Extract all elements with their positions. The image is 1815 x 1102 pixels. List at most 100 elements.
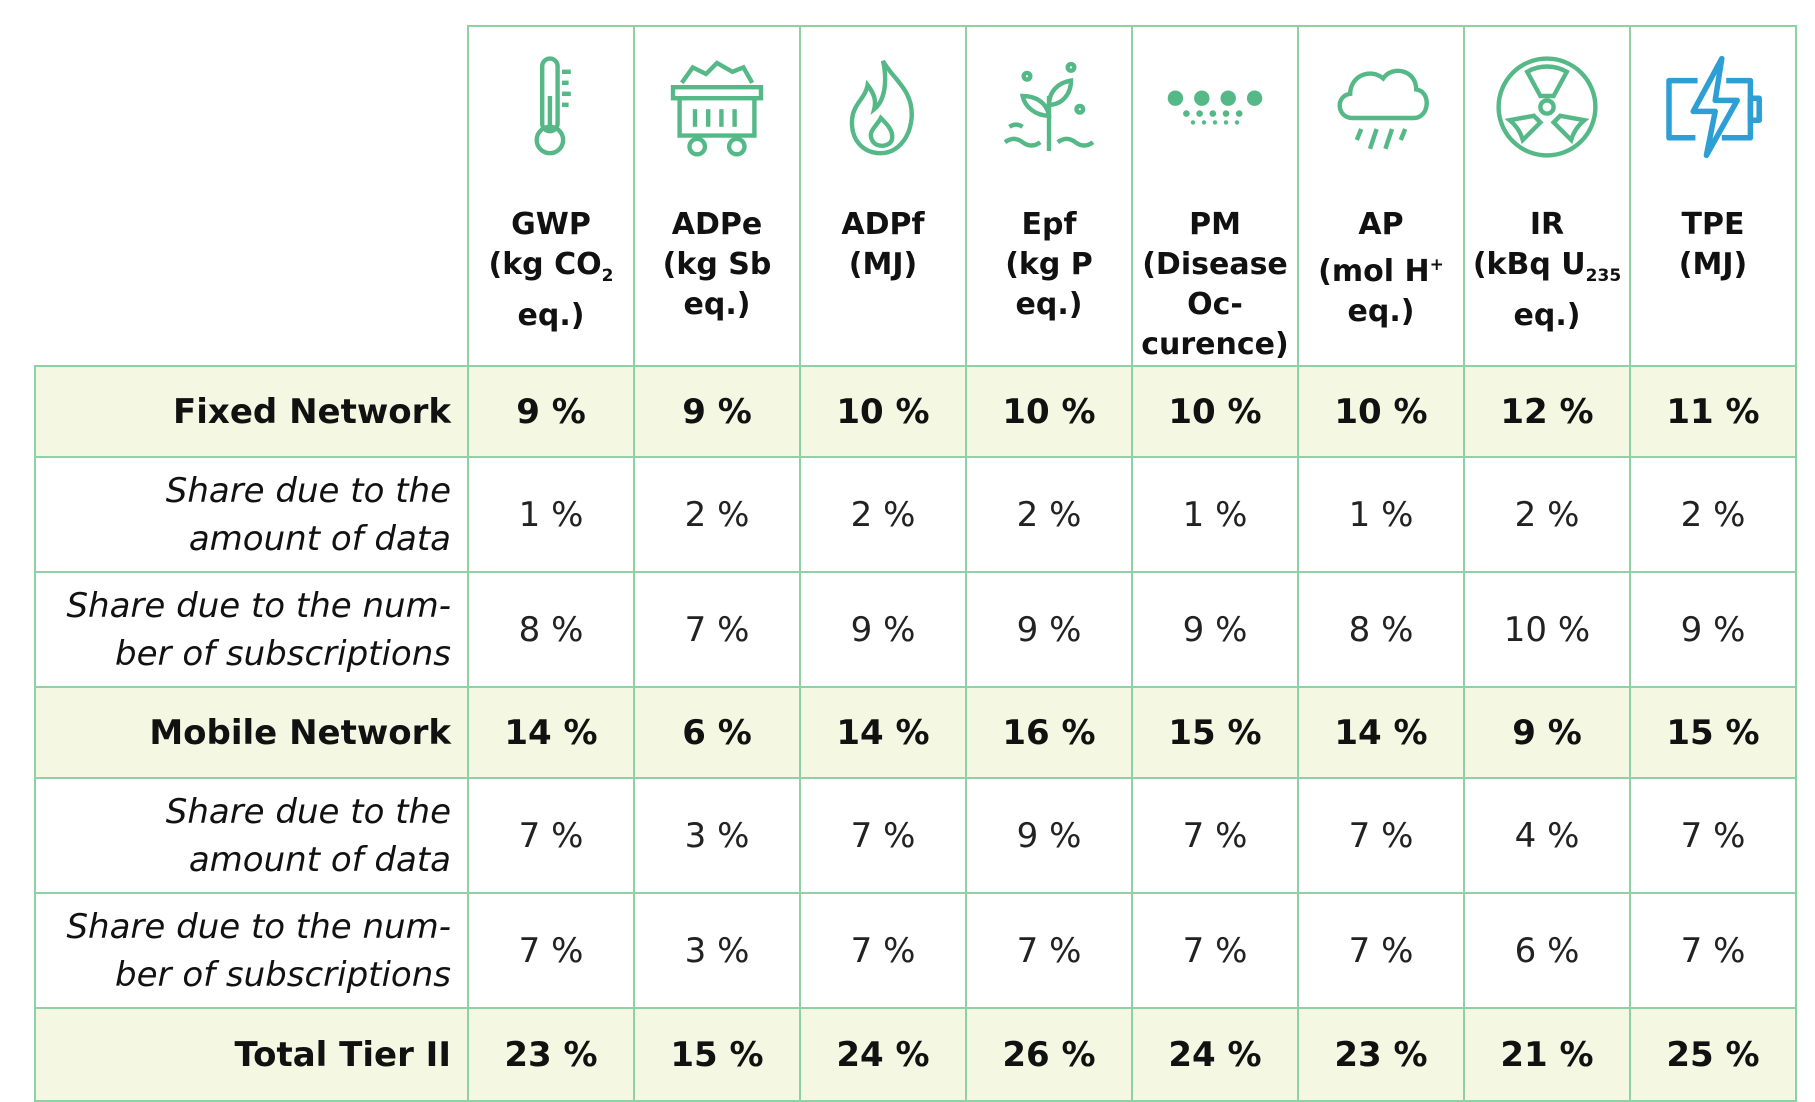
header-unit: (mol H+ eq.)	[1318, 254, 1444, 329]
value-cell: 9 %	[467, 365, 635, 458]
value-cell: 7 %	[799, 892, 967, 1009]
row-label: Share due to the num-ber of subscription…	[34, 571, 469, 688]
value-cell: 2 %	[799, 456, 967, 573]
value-cell: 24 %	[799, 1007, 967, 1102]
value-cell: 10 %	[1297, 365, 1465, 458]
value-cell: 6 %	[633, 686, 801, 779]
row-label: Share due to the amount of data	[34, 777, 469, 894]
plant-water-icon	[967, 47, 1131, 167]
value-cell: 24 %	[1131, 1007, 1299, 1102]
value-cell: 9 %	[1463, 686, 1631, 779]
value-cell: 2 %	[1629, 456, 1797, 573]
value-cell: 7 %	[965, 892, 1133, 1009]
table-row: Share due to the num-ber of subscription…	[34, 571, 1797, 688]
flame-icon	[801, 47, 965, 167]
value-cell: 8 %	[1297, 571, 1465, 688]
header-name: AP	[1358, 207, 1404, 242]
value-cell: 9 %	[633, 365, 801, 458]
value-cell: 7 %	[799, 777, 967, 894]
header-name: ADPf	[841, 207, 925, 242]
value-cell: 26 %	[965, 1007, 1133, 1102]
value-cell: 9 %	[1131, 571, 1299, 688]
value-cell: 11 %	[1629, 365, 1797, 458]
table-row: Fixed Network 9 % 9 % 10 % 10 % 10 % 10 % 12 % 1…	[34, 365, 1797, 458]
value-cell: 15 %	[1629, 686, 1797, 779]
header-unit: (kg CO2 eq.)	[488, 247, 614, 333]
value-cell: 3 %	[633, 777, 801, 894]
battery-bolt-icon	[1631, 47, 1795, 167]
value-cell: 7 %	[1131, 777, 1299, 894]
value-cell: 1 %	[467, 456, 635, 573]
header-unit: (kBq U235 eq.)	[1472, 247, 1622, 333]
value-cell: 7 %	[1297, 777, 1465, 894]
value-cell: 9 %	[965, 571, 1133, 688]
header-name: GWP	[511, 207, 591, 242]
value-cell: 1 %	[1131, 456, 1299, 573]
header-pm: PM (Disease Oc-curence)	[1131, 25, 1299, 367]
value-cell: 14 %	[799, 686, 967, 779]
value-cell: 10 %	[799, 365, 967, 458]
value-cell: 7 %	[1629, 777, 1797, 894]
value-cell: 8 %	[467, 571, 635, 688]
header-name: TPE	[1681, 207, 1745, 242]
thermometer-icon	[469, 47, 633, 167]
value-cell: 9 %	[965, 777, 1133, 894]
value-cell: 2 %	[633, 456, 801, 573]
header-unit: (kg Sb eq.)	[662, 247, 772, 322]
header-name: ADPe	[671, 207, 763, 242]
value-cell: 4 %	[1463, 777, 1631, 894]
header-name: Epf	[1021, 207, 1077, 242]
value-cell: 15 %	[1131, 686, 1299, 779]
value-cell: 7 %	[1297, 892, 1465, 1009]
header-adpf: ADPf (MJ)	[799, 25, 967, 367]
value-cell: 2 %	[1463, 456, 1631, 573]
rain-cloud-icon	[1299, 47, 1463, 167]
value-cell: 2 %	[965, 456, 1133, 573]
radiation-icon	[1465, 47, 1629, 167]
value-cell: 15 %	[633, 1007, 801, 1102]
value-cell: 7 %	[467, 892, 635, 1009]
row-label: Share due to the amount of data	[34, 456, 469, 573]
value-cell: 7 %	[1131, 892, 1299, 1009]
table-row: Share due to the num-ber of subscription…	[34, 892, 1797, 1009]
table-row: Share due to the amount of data 7 % 3 % 7 %…	[34, 777, 1797, 894]
value-cell: 9 %	[1629, 571, 1797, 688]
table-row: Share due to the amount of data 1 % 2 % 2 %…	[34, 456, 1797, 573]
mine-cart-icon	[635, 47, 799, 167]
value-cell: 23 %	[467, 1007, 635, 1102]
value-cell: 7 %	[633, 571, 801, 688]
impact-table: GWP (kg CO2 eq.) ADPe (kg Sb eq.) ADPf (MJ) Ep…	[34, 25, 1797, 1102]
value-cell: 21 %	[1463, 1007, 1631, 1102]
value-cell: 7 %	[1629, 892, 1797, 1009]
header-unit: (MJ)	[848, 247, 918, 282]
value-cell: 16 %	[965, 686, 1133, 779]
header-adpe: ADPe (kg Sb eq.)	[633, 25, 801, 367]
header-epf: Epf (kg P eq.)	[965, 25, 1133, 367]
value-cell: 14 %	[1297, 686, 1465, 779]
header-name: PM	[1189, 207, 1241, 242]
value-cell: 10 %	[965, 365, 1133, 458]
value-cell: 7 %	[467, 777, 635, 894]
table-row: Total Tier II 23 % 15 % 24 % 26 % 24 % 23 % 21 …	[34, 1007, 1797, 1102]
header-gwp: GWP (kg CO2 eq.)	[467, 25, 635, 367]
row-label: Share due to the num-ber of subscription…	[34, 892, 469, 1009]
header-unit: (MJ)	[1678, 247, 1748, 282]
value-cell: 10 %	[1463, 571, 1631, 688]
value-cell: 14 %	[467, 686, 635, 779]
corner-cell	[35, 26, 469, 367]
header-ir: IR (kBq U235 eq.)	[1463, 25, 1631, 367]
header-tpe: TPE (MJ)	[1629, 25, 1797, 367]
row-label: Total Tier II	[34, 1007, 469, 1102]
particles-icon	[1133, 47, 1297, 167]
table-row: Mobile Network 14 % 6 % 14 % 16 % 15 % 14 % 9 %…	[34, 686, 1797, 779]
header-name: IR	[1529, 207, 1565, 242]
value-cell: 1 %	[1297, 456, 1465, 573]
value-cell: 23 %	[1297, 1007, 1465, 1102]
header-unit: (Disease Oc-curence)	[1141, 247, 1289, 362]
value-cell: 12 %	[1463, 365, 1631, 458]
value-cell: 25 %	[1629, 1007, 1797, 1102]
value-cell: 9 %	[799, 571, 967, 688]
value-cell: 6 %	[1463, 892, 1631, 1009]
value-cell: 3 %	[633, 892, 801, 1009]
header-ap: AP (mol H+ eq.)	[1297, 25, 1465, 367]
